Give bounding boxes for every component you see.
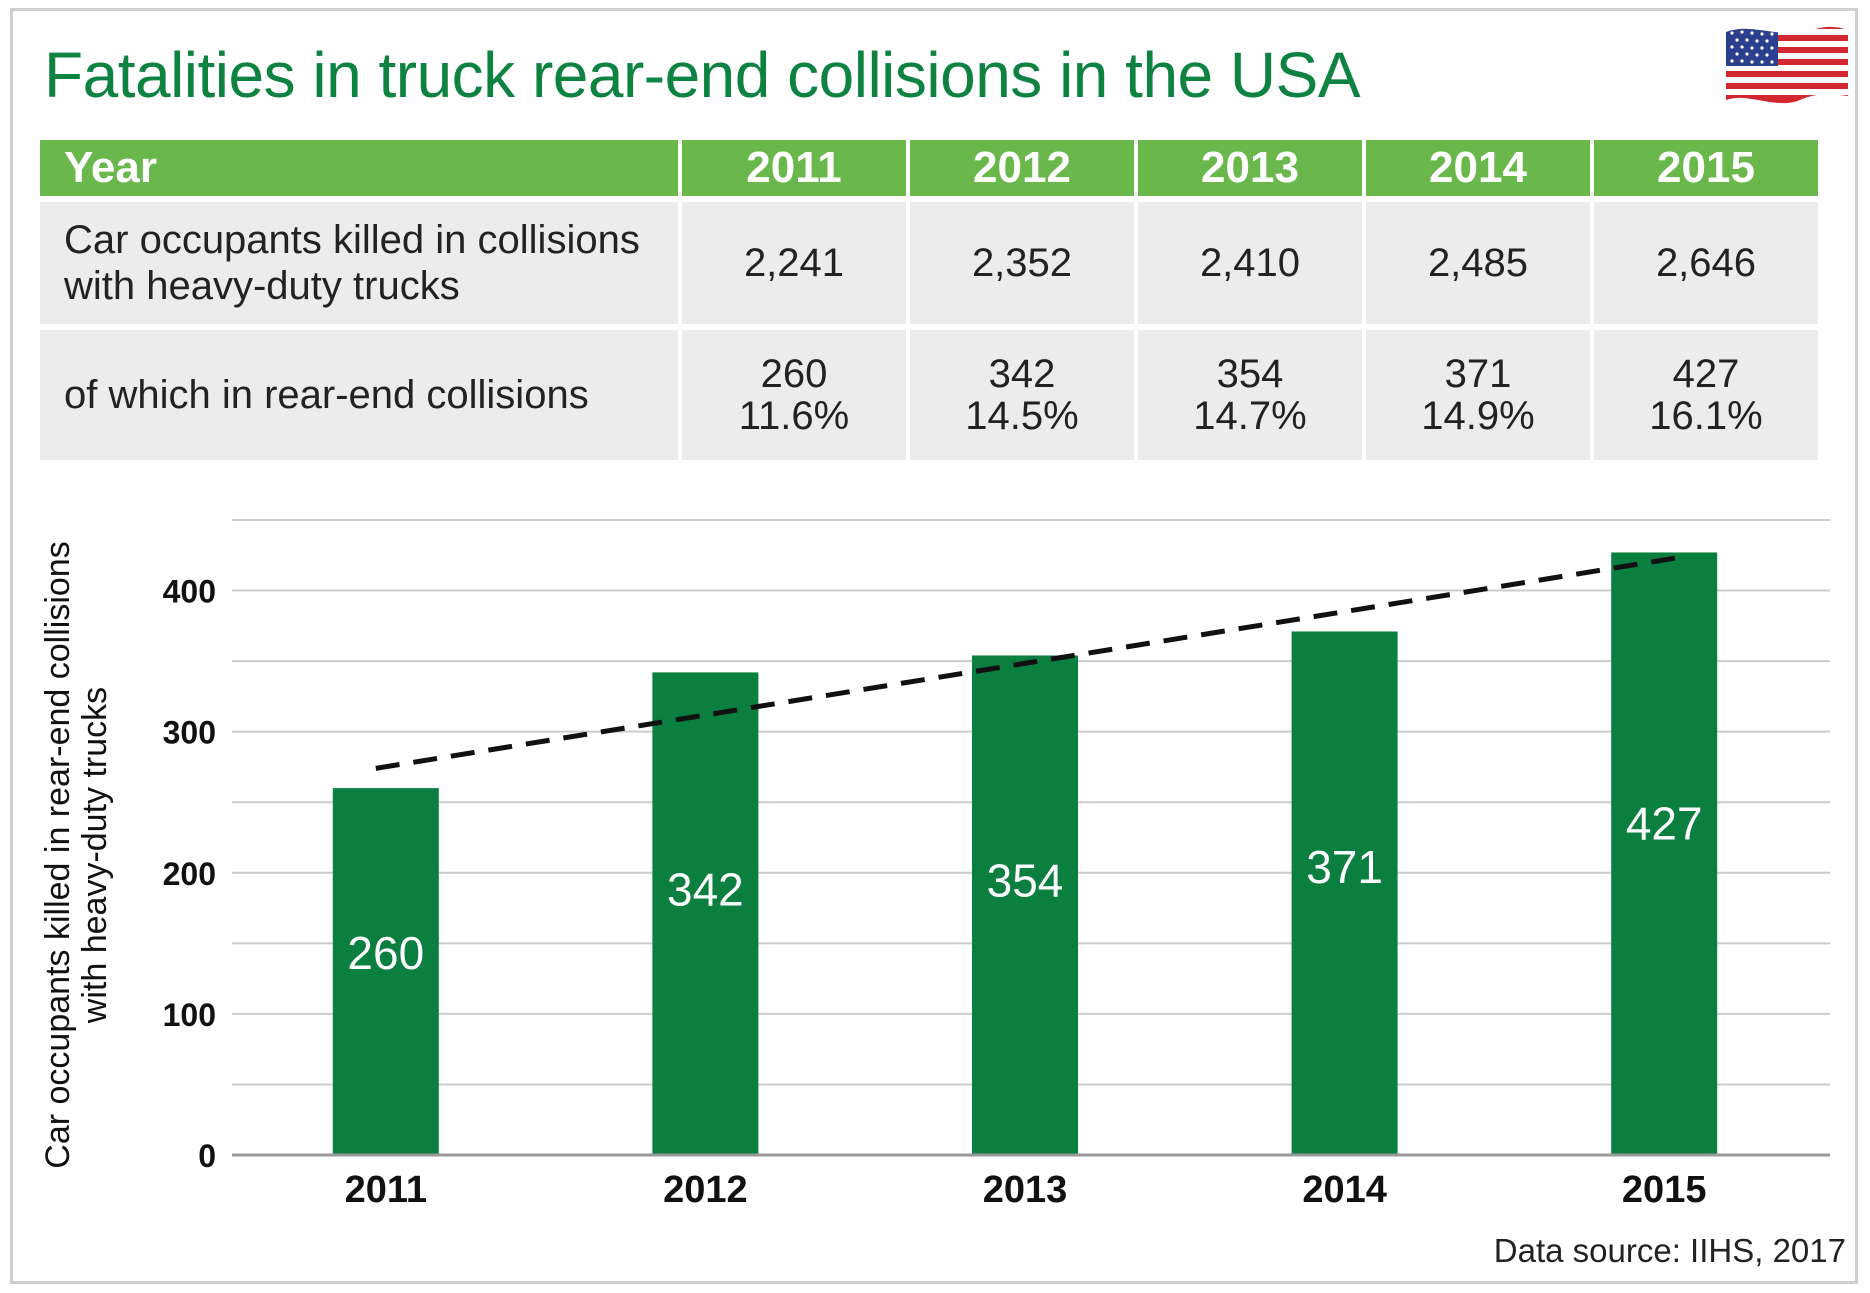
- data-table: Year 2011 2012 2013 2014 2015 Car occupa…: [36, 140, 1822, 460]
- header-year-2013: 2013: [1138, 140, 1362, 202]
- x-tick-label: 2013: [983, 1169, 1068, 1211]
- cell-rear-count: 371: [1444, 352, 1512, 396]
- page-title: Fatalities in truck rear-end collisions …: [44, 39, 1361, 111]
- x-tick-label: 2011: [345, 1169, 427, 1211]
- y-tick-label: 300: [163, 715, 216, 751]
- cell-rear-2015: 427 16.1%: [1594, 330, 1818, 460]
- bar-2015: [1611, 552, 1718, 1155]
- cell-rear-2011: 260 11.6%: [682, 330, 906, 460]
- bar-value-label: 371: [1306, 841, 1383, 893]
- x-tick-label: 2014: [1302, 1169, 1387, 1211]
- x-tick-label: 2015: [1622, 1169, 1707, 1211]
- data-table-wrap: Year 2011 2012 2013 2014 2015 Car occupa…: [40, 140, 1822, 460]
- table-header-row: Year 2011 2012 2013 2014 2015: [40, 140, 1818, 202]
- cell-rear-2012: 342 14.5%: [910, 330, 1134, 460]
- bar-value-label: 427: [1626, 798, 1703, 850]
- bar-2011: [332, 788, 439, 1155]
- y-tick-label: 200: [163, 856, 216, 892]
- cell-rear-count: 354: [1216, 352, 1284, 396]
- header-year-2012: 2012: [910, 140, 1134, 202]
- header-year-2011: 2011: [682, 140, 906, 202]
- y-tick-label: 400: [163, 574, 216, 610]
- header-year-2014: 2014: [1366, 140, 1590, 202]
- y-tick-label: 0: [198, 1138, 216, 1174]
- cell-rear-count: 260: [760, 352, 828, 396]
- cell-rear-percent: 14.5%: [965, 394, 1079, 438]
- cell-total-2013: 2,410: [1138, 202, 1362, 330]
- x-tick-label: 2012: [663, 1169, 748, 1211]
- cell-total-2011: 2,241: [682, 202, 906, 330]
- bar-2013: [972, 655, 1078, 1155]
- y-axis-label: Car occupants killed in rear-end collisi…: [39, 541, 115, 1169]
- bar-2014: [1291, 631, 1398, 1155]
- cell-total-2015: 2,646: [1594, 202, 1818, 330]
- trend-line: [375, 554, 1685, 771]
- header-year-2015: 2015: [1594, 140, 1818, 202]
- bar-value-label: 260: [347, 927, 424, 979]
- cell-rear-2013: 354 14.7%: [1138, 330, 1362, 460]
- row-label-rear-end: of which in rear-end collisions: [40, 330, 678, 460]
- cell-rear-count: 427: [1672, 352, 1740, 396]
- cell-total-2012: 2,352: [910, 202, 1134, 330]
- bar-value-label: 342: [667, 864, 744, 916]
- cell-rear-percent: 11.6%: [738, 394, 850, 438]
- cell-rear-2014: 371 14.9%: [1366, 330, 1590, 460]
- bar-2012: [652, 672, 759, 1155]
- header-year-label: Year: [40, 140, 678, 202]
- row-label-total-killed: Car occupants killed in collisions with …: [40, 202, 678, 330]
- table-row-total-killed: Car occupants killed in collisions with …: [40, 202, 1818, 330]
- cell-rear-percent: 14.7%: [1193, 394, 1307, 438]
- cell-rear-count: 342: [988, 352, 1056, 396]
- bar-value-label: 354: [987, 854, 1064, 906]
- cell-total-2014: 2,485: [1366, 202, 1590, 330]
- table-row-rear-end: of which in rear-end collisions 260 11.6%…: [40, 330, 1818, 460]
- y-tick-label: 100: [163, 997, 216, 1033]
- cell-rear-percent: 16.1%: [1649, 394, 1763, 438]
- cell-rear-percent: 14.9%: [1421, 394, 1535, 438]
- data-source: Data source: IIHS, 2017: [1493, 1232, 1846, 1269]
- usa-flag-icon: [1726, 26, 1848, 104]
